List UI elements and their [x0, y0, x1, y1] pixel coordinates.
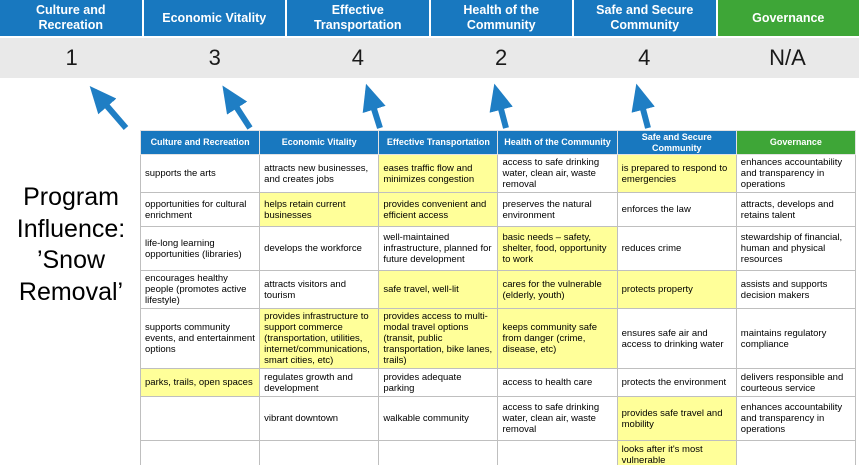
matrix-cell: attracts, develops and retains talent — [735, 192, 857, 227]
matrix-header-governance: Governance — [735, 130, 857, 155]
matrix-cell: supports community events, and entertain… — [139, 308, 261, 369]
matrix-cell: stewardship of financial, human and phys… — [735, 226, 857, 271]
matrix-header-economic-vitality: Economic Vitality — [259, 130, 380, 155]
category-header-governance: Governance — [717, 0, 859, 36]
matrix-cell: preserves the natural environment — [497, 192, 618, 227]
score-economic-vitality: 3 — [208, 45, 221, 70]
matrix-cell: basic needs – safety, shelter, food, opp… — [497, 226, 618, 271]
table-row: encourages healthy people (promotes acti… — [139, 270, 857, 309]
matrix-cell — [139, 440, 261, 465]
matrix-cell — [497, 440, 618, 465]
matrix-cell: supports the arts — [139, 154, 261, 193]
matrix-cell: attracts visitors and tourism — [259, 270, 380, 309]
matrix-cell: enforces the law — [616, 192, 737, 227]
score-arrows — [89, 83, 655, 130]
table-row: life-long learning opportunities (librar… — [139, 226, 857, 271]
matrix-cell: is prepared to respond to emergencies — [616, 154, 737, 193]
matrix-header-effective-transportation: Effective Transportation — [378, 130, 499, 155]
matrix-cell: provides access to multi-modal travel op… — [378, 308, 499, 369]
matrix-cell: keeps community safe from danger (crime,… — [497, 308, 618, 369]
table-row: supports the arts attracts new businesse… — [139, 154, 857, 193]
matrix-cell: provides adequate parking — [378, 368, 499, 397]
matrix-cell: protects the environment — [616, 368, 737, 397]
matrix-cell: ensures safe air and access to drinking … — [616, 308, 737, 369]
matrix-cell: parks, trails, open spaces — [139, 368, 261, 397]
score-culture-and-recreation: 1 — [65, 45, 78, 70]
up-arrow-icon — [222, 85, 253, 130]
table-row: opportunities for cultural enrichment he… — [139, 192, 857, 227]
matrix-cell: protects property — [616, 270, 737, 309]
matrix-cell: encourages healthy people (promotes acti… — [139, 270, 261, 309]
matrix-cell: delivers responsible and courteous servi… — [735, 368, 857, 397]
matrix-cell: maintains regulatory compliance — [735, 308, 857, 369]
up-arrow-icon — [489, 83, 513, 129]
matrix-header-culture-and-recreation: Culture and Recreation — [139, 130, 261, 155]
category-header-culture-and-recreation: Culture and Recreation — [0, 0, 142, 36]
matrix-cell: eases traffic flow and minimizes congest… — [378, 154, 499, 193]
matrix-header-health-of-the-community: Health of the Community — [497, 130, 618, 155]
matrix-header-row: Culture and Recreation Economic Vitality… — [139, 130, 857, 155]
matrix-cell: provides safe travel and mobility — [616, 396, 737, 441]
matrix-cell: access to health care — [497, 368, 618, 397]
matrix-cell: provides convenient and efficient access — [378, 192, 499, 227]
matrix-cell: provides infrastructure to support comme… — [259, 308, 380, 369]
category-header-row: Culture and Recreation Economic Vitality… — [0, 0, 859, 36]
category-header-economic-vitality: Economic Vitality — [143, 0, 285, 36]
score-effective-transportation: 4 — [351, 45, 365, 70]
up-arrow-icon — [89, 86, 129, 130]
matrix-cell: well-maintained infrastructure, planned … — [378, 226, 499, 271]
matrix-cell: walkable community — [378, 396, 499, 441]
score-row: 1 3 4 2 4 N/A — [0, 38, 859, 78]
matrix-cell: looks after it's most vulnerable — [616, 440, 737, 465]
matrix-cell: reduces crime — [616, 226, 737, 271]
table-row: vibrant downtown walkable community acce… — [139, 396, 857, 441]
score-health-of-the-community: 2 — [494, 45, 508, 70]
category-header-health-of-the-community: Health of the Community — [430, 0, 572, 36]
category-header-effective-transportation: Effective Transportation — [287, 0, 429, 36]
matrix-cell: safe travel, well-lit — [378, 270, 499, 309]
score-governance: N/A — [769, 45, 806, 70]
matrix-cell: access to safe drinking water, clean air… — [497, 154, 618, 193]
table-row: supports community events, and entertain… — [139, 308, 857, 369]
table-row: parks, trails, open spaces regulates gro… — [139, 368, 857, 397]
matrix-cell: develops the workforce — [259, 226, 380, 271]
matrix-cell — [735, 440, 857, 465]
matrix-cell: life-long learning opportunities (librar… — [139, 226, 261, 271]
matrix-cell — [378, 440, 499, 465]
matrix-cell: regulates growth and development — [259, 368, 380, 397]
matrix-cell: enhances accountability and transparency… — [735, 154, 857, 193]
program-title: Program Influence: ’Snow Removal’ — [16, 183, 126, 306]
matrix-cell — [139, 396, 261, 441]
matrix-cell: enhances accountability and transparency… — [735, 396, 857, 441]
matrix-cell: cares for the vulnerable (elderly, youth… — [497, 270, 618, 309]
matrix-cell: helps retain current businesses — [259, 192, 380, 227]
matrix-cell: access to safe drinking water, clean air… — [497, 396, 618, 441]
category-header-safe-and-secure-community: Safe and Secure Community — [574, 0, 716, 36]
matrix-cell: attracts new businesses, and creates job… — [259, 154, 380, 193]
score-safe-and-secure-community: 4 — [638, 45, 651, 70]
matrix-cell: assists and supports decision makers — [735, 270, 857, 309]
influence-matrix: Culture and Recreation Economic Vitality… — [139, 130, 857, 465]
matrix-cell — [259, 440, 380, 465]
matrix-cell: vibrant downtown — [259, 396, 380, 441]
up-arrow-icon — [362, 83, 386, 129]
table-row: looks after it's most vulnerable — [139, 440, 857, 465]
matrix-header-safe-and-secure-community: Safe and Secure Community — [616, 130, 737, 155]
up-arrow-icon — [631, 83, 655, 129]
matrix-cell: opportunities for cultural enrichment — [139, 192, 261, 227]
